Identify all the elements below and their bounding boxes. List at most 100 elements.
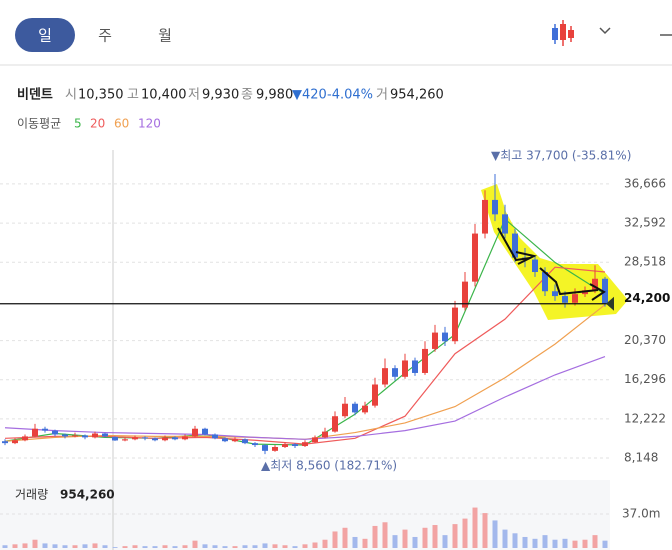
volume-bar xyxy=(62,545,68,548)
tab[interactable]: 월 xyxy=(158,27,172,45)
y-tick-label: 16,296 xyxy=(624,372,666,386)
value: 9,930 xyxy=(202,88,239,103)
candle-body xyxy=(112,436,118,441)
tab[interactable]: 주 xyxy=(98,27,112,45)
candle-body xyxy=(272,446,278,451)
volume-bar xyxy=(122,546,128,548)
candle-body xyxy=(182,436,188,440)
marks-layer xyxy=(2,173,608,548)
tab-selected[interactable] xyxy=(15,18,75,52)
candle-body xyxy=(172,437,178,440)
ma-line xyxy=(4,356,606,440)
candle-body xyxy=(262,445,268,451)
volume-bar xyxy=(112,547,118,548)
candle-body xyxy=(542,272,548,292)
candle-body xyxy=(82,435,88,438)
change: ▼420 xyxy=(292,88,327,103)
candle-body xyxy=(72,435,78,437)
volume-bar xyxy=(72,545,78,548)
candle-body xyxy=(592,278,598,291)
candle-body xyxy=(422,348,428,373)
tab[interactable]: 일 xyxy=(38,27,52,45)
y-tick-label: 20,370 xyxy=(624,333,666,347)
label: 고 xyxy=(127,88,139,103)
price-label: 24,200 xyxy=(624,291,670,305)
candle-body xyxy=(122,439,128,441)
volume-bar xyxy=(312,542,318,548)
volume-bar xyxy=(572,540,578,548)
y-tick-label: 8,148 xyxy=(624,451,658,465)
volume-bar xyxy=(352,536,358,548)
stock-name: 비덴트 xyxy=(17,87,53,103)
candle-body xyxy=(152,438,158,441)
label: 시 xyxy=(65,88,77,103)
candle-body xyxy=(452,307,458,342)
volume-bar xyxy=(272,544,278,548)
candle-body xyxy=(292,444,298,447)
volume-bar xyxy=(302,544,308,548)
volume-bar xyxy=(342,527,348,548)
volume-title: 거래량 xyxy=(15,488,48,502)
volume-bar xyxy=(422,527,428,548)
candle-body xyxy=(162,437,168,441)
candle-body xyxy=(342,403,348,417)
volume-bar xyxy=(452,524,458,548)
candle-body xyxy=(222,438,228,442)
volume-bar xyxy=(562,538,568,548)
volume-bar xyxy=(372,525,378,548)
volume-bar xyxy=(462,518,468,548)
volume-bar xyxy=(172,546,178,548)
candle-body xyxy=(532,259,538,273)
volume-bar xyxy=(42,543,48,548)
volume-bar xyxy=(222,546,228,548)
dropdown-chevron[interactable] xyxy=(599,27,611,35)
candle-body xyxy=(62,434,68,437)
candle-body xyxy=(392,368,398,377)
candle-body xyxy=(332,416,338,432)
candle-body xyxy=(192,428,198,437)
value: 10,400 xyxy=(141,88,187,103)
change-pct: -4.04% xyxy=(327,88,373,103)
volume-bar xyxy=(602,540,608,548)
candle-body xyxy=(492,199,498,215)
drawn-arrows xyxy=(497,227,606,301)
candle-body xyxy=(512,233,518,258)
candle-body xyxy=(362,405,368,413)
arrow xyxy=(589,283,606,301)
volume-bar xyxy=(162,545,168,548)
volume-bar xyxy=(322,539,328,548)
volume-bar xyxy=(252,545,258,548)
volume-bar xyxy=(22,543,28,548)
legend-entry: 20 xyxy=(90,117,105,131)
volume-bar xyxy=(102,545,108,548)
value: 954,260 xyxy=(390,88,444,103)
value: 9,980 xyxy=(256,88,293,103)
candle-body xyxy=(382,368,388,385)
chart-type-icon[interactable] xyxy=(552,20,574,46)
icon-part xyxy=(560,24,566,40)
volume-bar xyxy=(432,525,438,548)
volume-bar xyxy=(472,507,478,548)
annotation: ▲최저 8,560 (182.71%) xyxy=(261,459,397,473)
icon-part xyxy=(568,30,574,38)
candle-body xyxy=(282,444,288,447)
volume-bar xyxy=(502,529,508,548)
volume-bar xyxy=(32,539,38,548)
volume-bar xyxy=(532,538,538,548)
volume-bar xyxy=(332,531,338,548)
arrow xyxy=(497,227,531,262)
legend-title: 이동평균 xyxy=(17,117,61,131)
value: 10,350 xyxy=(78,88,124,103)
volume-bar xyxy=(482,513,488,548)
volume-bar xyxy=(542,535,548,548)
candle-body xyxy=(102,433,108,437)
volume-bar xyxy=(412,536,418,548)
candle-body xyxy=(52,430,58,435)
volume-pane xyxy=(0,480,610,550)
candle-body xyxy=(252,443,258,446)
y-tick-label: 12,222 xyxy=(624,411,666,425)
icon-part xyxy=(552,28,558,40)
candle-body xyxy=(502,214,508,234)
candle-body xyxy=(312,437,318,443)
candle-body xyxy=(432,332,438,349)
